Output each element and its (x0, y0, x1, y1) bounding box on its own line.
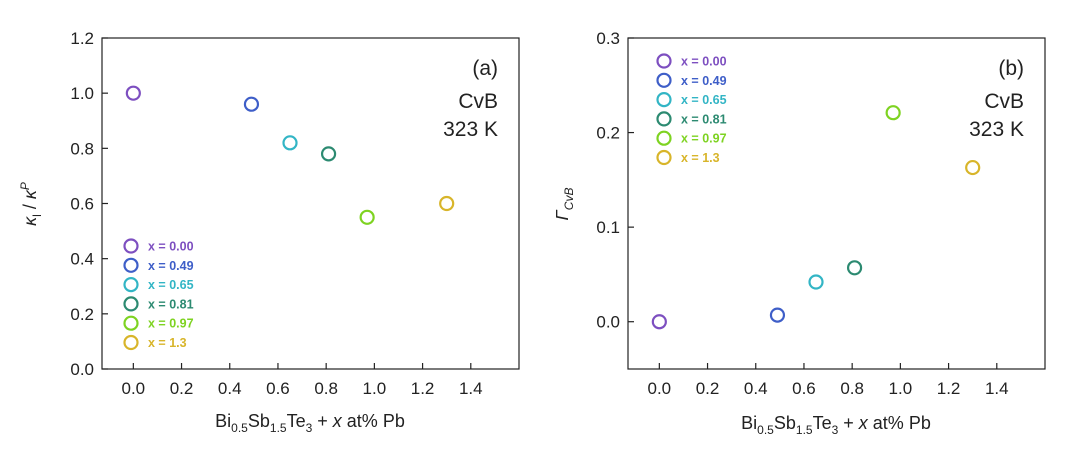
panel-a-legend-label-3: x = 0.81 (148, 297, 194, 311)
panel-a-x-tick-label-0: 0.0 (122, 379, 146, 398)
panel-a-x-tick-label-3: 0.6 (266, 379, 290, 398)
panel-b-legend-marker-4 (656, 130, 672, 146)
panel-b-x-tick-label-3: 0.6 (792, 379, 816, 398)
panel-a-legend-marker-0 (123, 238, 139, 254)
panel-b-legend-label-0: x = 0.00 (681, 55, 727, 69)
panel-a-annotation-line-1: CvB (458, 90, 498, 113)
panel-b-annotation-line-2: 323 K (969, 118, 1024, 141)
panel-a-x-tick-label-4: 0.8 (314, 379, 338, 398)
panel-a-x-tick-label-1: 0.2 (170, 379, 194, 398)
panel-b-x-tick-label-0: 0.0 (648, 379, 672, 398)
panel-a-legend-marker-3 (123, 296, 139, 312)
panel-a-legend-label-5: x = 1.3 (148, 336, 187, 350)
panel-a-y-tick-label-2: 0.4 (70, 250, 94, 269)
panel-a-y-tick-label-4: 0.8 (70, 139, 94, 158)
panel-b-y-tick-label-2: 0.2 (596, 124, 620, 143)
panel-a-legend-marker-5 (123, 334, 139, 351)
panel-b-legend-marker-2 (656, 91, 672, 108)
panel-a-legend-label-4: x = 0.97 (148, 317, 194, 331)
panel-a-legend: x = 0.00 x = 0.49 x = 0.65 x = 0.81 x = 0.97… (123, 238, 194, 351)
panel-b-legend-label-4: x = 0.97 (681, 132, 727, 146)
panel-b-point-5 (965, 159, 981, 176)
panel-b-x-tick-label-4: 0.8 (840, 379, 864, 398)
panel-b-legend-marker-5 (656, 149, 672, 166)
panel-a-x-tick-label-2: 0.4 (218, 379, 242, 398)
panel-b-ticks: 0.0 0.2 0.4 0.6 0.8 1.0 1.2 1.4 0.0 0.1 0.2 0.3 (596, 29, 1008, 398)
panel-a-point-4 (359, 209, 375, 225)
panel-a-point-5 (439, 195, 455, 212)
panel-b-annotation-line-1: CvB (984, 90, 1024, 113)
panel-a-x-axis-label: Bi0.5Sb1.5Te3 + x at% Pb (215, 411, 405, 435)
panel-b-plot-frame (627, 37, 1046, 370)
panel-a-point-1 (243, 96, 260, 112)
panel-a-y-tick-label-3: 0.6 (70, 195, 94, 214)
panel-a-legend-marker-1 (123, 257, 139, 273)
panel-a-point-0 (125, 85, 141, 101)
panel-a: 0.0 0.2 0.4 0.6 0.8 1.0 1.2 1.4 0.0 0.2 0.4 0.6 0.8 1… (18, 29, 520, 435)
panel-b-point-0 (651, 314, 667, 330)
panel-a-legend-label-1: x = 0.49 (148, 259, 194, 273)
panel-a-y-tick-label-6: 1.2 (70, 29, 94, 48)
panel-a-y-axis-label: κl / κP (18, 182, 44, 226)
panel-b-y-tick-label-3: 0.3 (596, 29, 620, 48)
panel-a-x-tick-label-6: 1.2 (411, 379, 435, 398)
panel-a-x-tick-label-5: 1.0 (363, 379, 387, 398)
panel-b-point-2 (808, 274, 824, 290)
panel-b-legend: x = 0.00 x = 0.49 x = 0.65 x = 0.81 x = 0.97… (656, 53, 727, 166)
panel-b-x-tick-label-5: 1.0 (889, 379, 913, 398)
panel-b-point-3 (846, 260, 863, 276)
panel-a-point-2 (282, 135, 298, 151)
panel-b-x-tick-label-2: 0.4 (744, 379, 768, 398)
panel-b-label: (b) (998, 57, 1024, 80)
panel-b-x-axis-label: Bi0.5Sb1.5Te3 + x at% Pb (741, 413, 931, 437)
panel-b-legend-marker-1 (656, 72, 672, 88)
panel-b-y-tick-label-1: 0.1 (596, 218, 620, 237)
panel-a-y-tick-label-5: 1.0 (70, 84, 94, 103)
panel-b-x-tick-label-6: 1.2 (937, 379, 961, 398)
panel-b-y-tick-label-0: 0.0 (596, 313, 620, 332)
panel-a-ticks: 0.0 0.2 0.4 0.6 0.8 1.0 1.2 1.4 0.0 0.2 0.4 0.6 0.8 1… (70, 29, 482, 398)
panel-b-point-4 (885, 105, 901, 121)
panel-a-x-tick-label-7: 1.4 (459, 379, 483, 398)
panel-a-label: (a) (472, 57, 498, 80)
panel-a-legend-label-2: x = 0.65 (148, 278, 194, 292)
panel-b-x-tick-label-1: 0.2 (696, 379, 720, 398)
panel-b-x-tick-label-7: 1.4 (985, 379, 1009, 398)
panel-a-point-3 (320, 146, 337, 162)
panel-b-legend-label-5: x = 1.3 (681, 151, 720, 165)
panel-a-legend-label-0: x = 0.00 (148, 240, 194, 254)
panel-b-legend-marker-3 (656, 111, 672, 127)
panel-b-legend-label-2: x = 0.65 (681, 93, 727, 107)
panel-a-y-tick-label-0: 0.0 (70, 360, 94, 379)
panel-b-point-1 (769, 307, 786, 323)
panel-b-points (651, 105, 981, 330)
panel-b: 0.0 0.2 0.4 0.6 0.8 1.0 1.2 1.4 0.0 0.1 0.2 0.3 x =… (552, 29, 1046, 437)
panel-a-points (125, 85, 455, 225)
panel-a-y-tick-label-1: 0.2 (70, 305, 94, 324)
panel-b-y-axis-label: ΓCvB (552, 188, 576, 221)
panel-b-legend-marker-0 (656, 53, 672, 69)
panel-b-legend-label-1: x = 0.49 (681, 74, 727, 88)
panel-b-legend-label-3: x = 0.81 (681, 112, 727, 126)
panel-a-annotation-line-2: 323 K (443, 118, 498, 141)
panel-a-legend-marker-4 (123, 315, 139, 331)
panel-a-legend-marker-2 (123, 277, 139, 293)
